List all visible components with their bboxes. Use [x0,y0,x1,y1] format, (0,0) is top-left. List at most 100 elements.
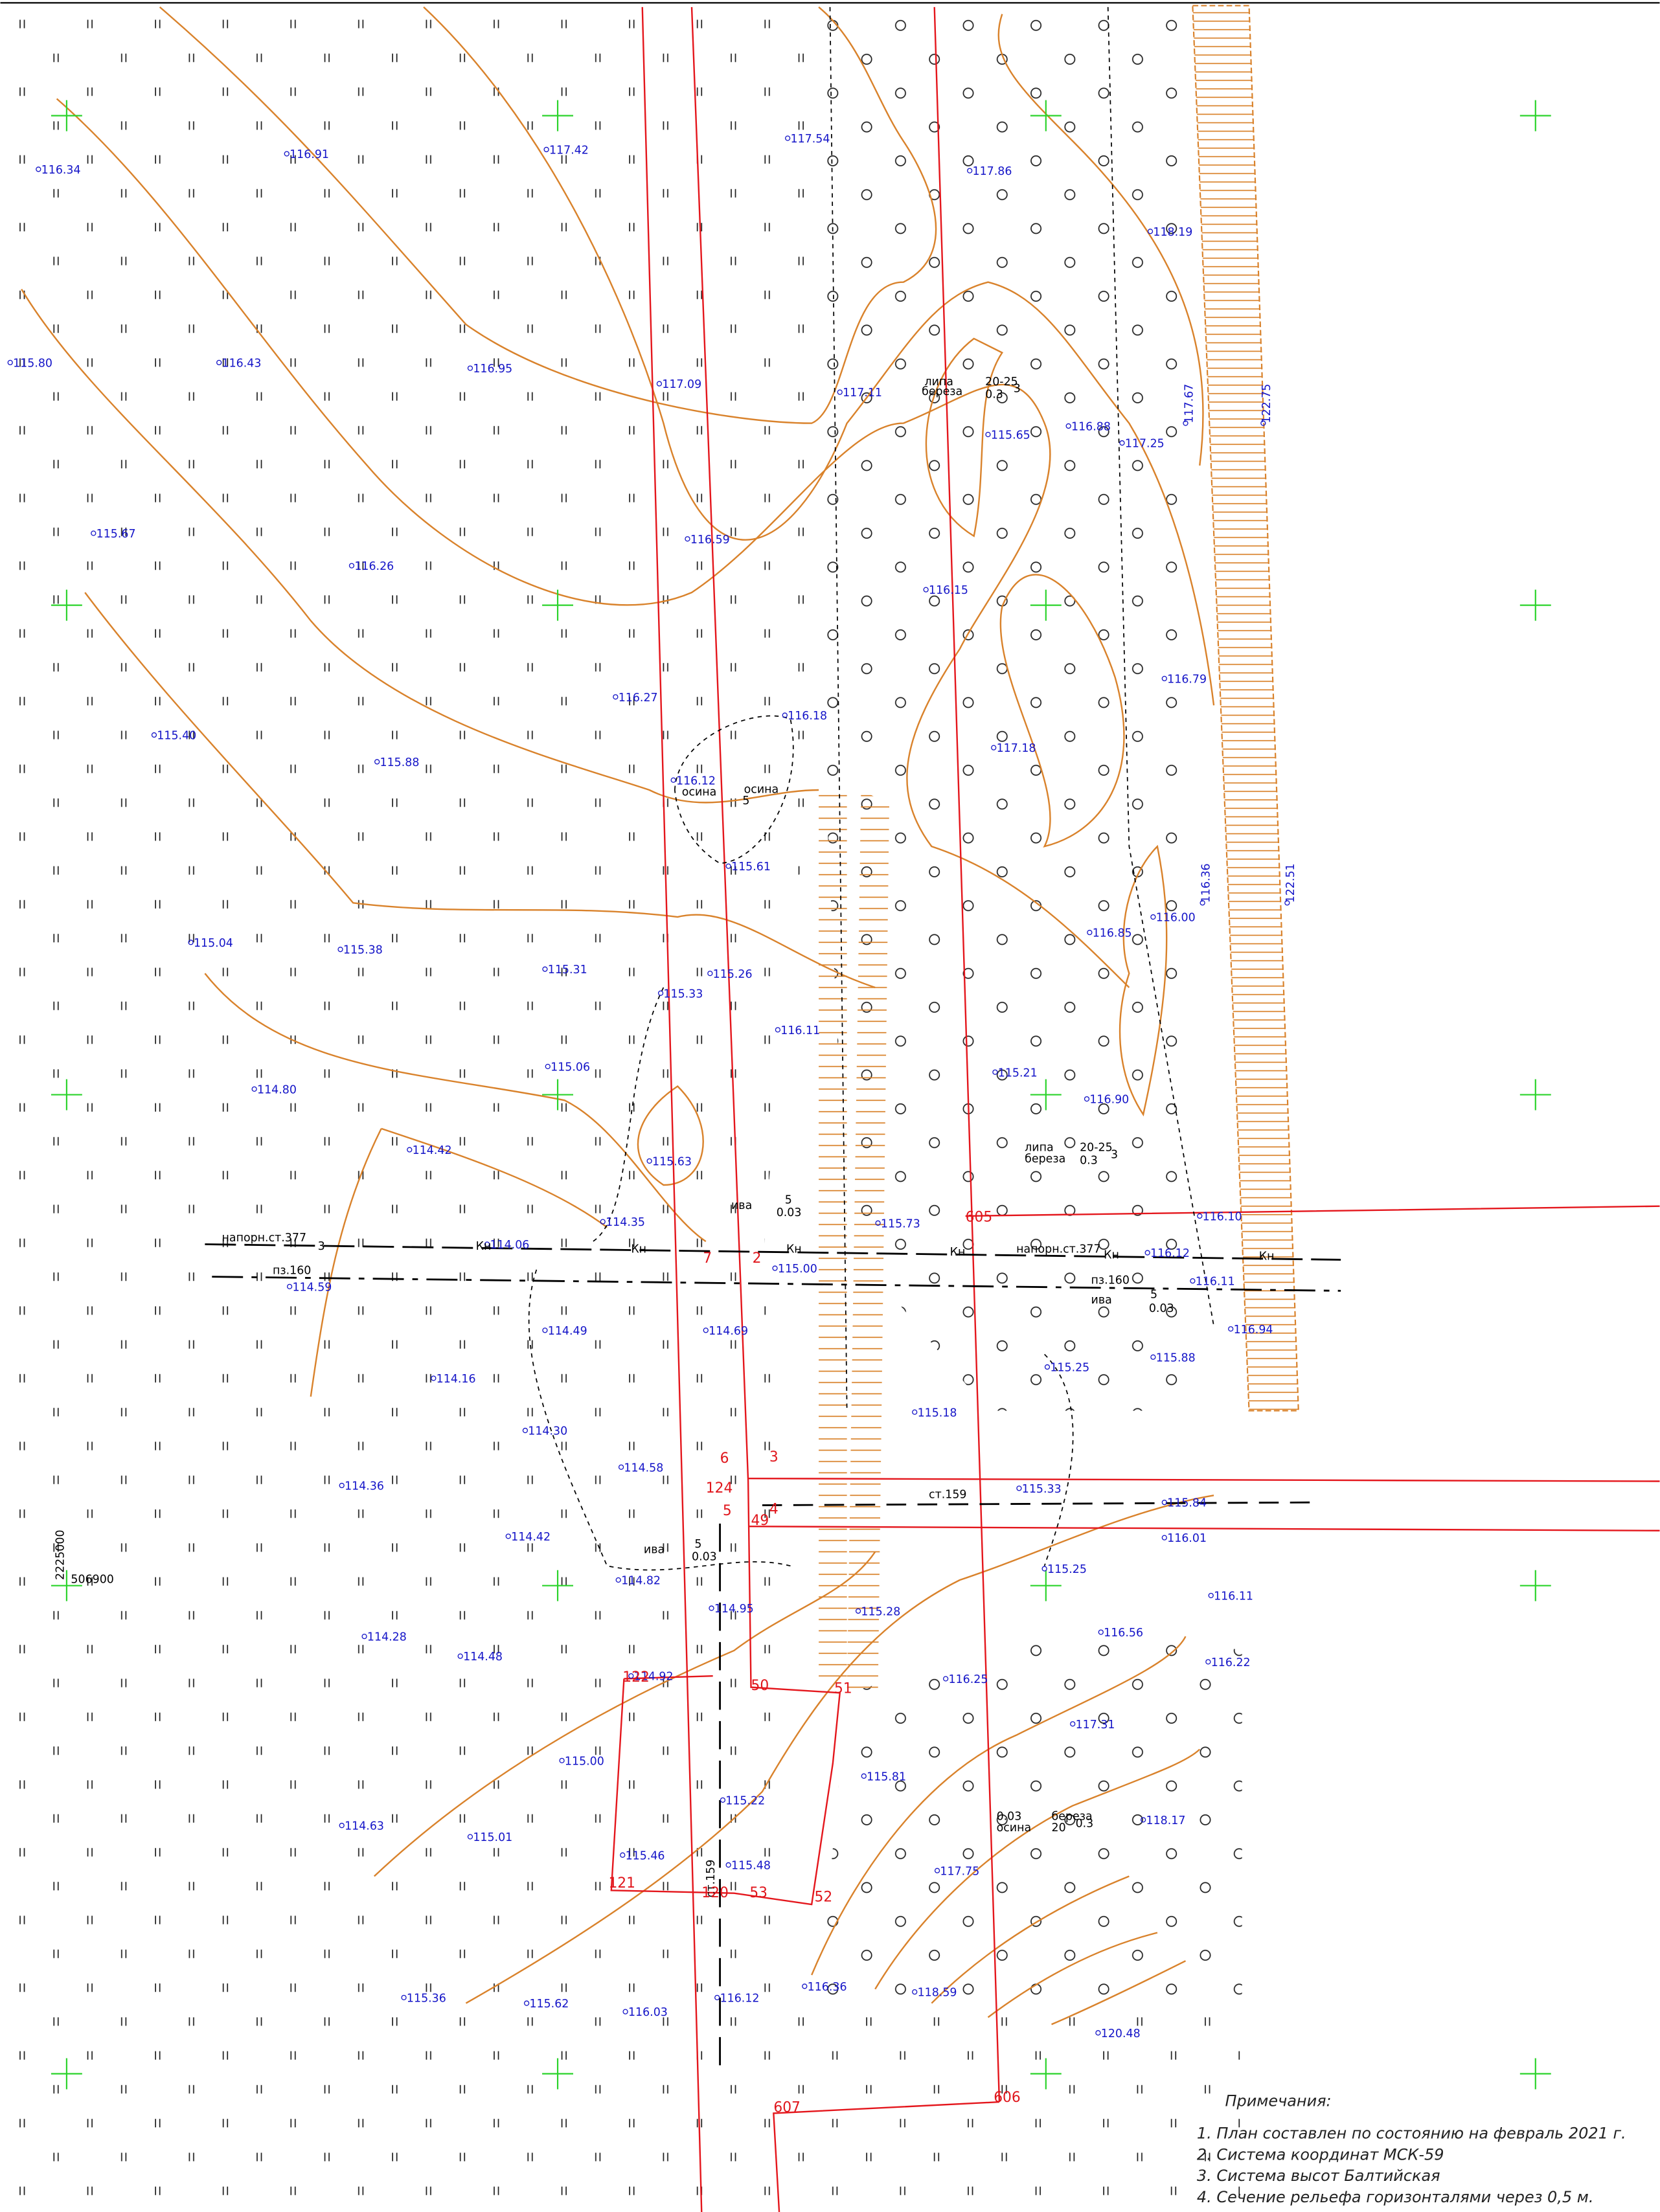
spot-marker [1144,1250,1150,1256]
spot-marker [646,1158,652,1164]
spot-height: 116.94 [1234,1324,1273,1337]
parcel-point: 120 [701,1885,729,1901]
spot-height: 115.04 [194,937,233,950]
spot-marker [1141,1817,1146,1823]
spot-marker [1161,675,1167,682]
parcel-point: 121 [608,1875,635,1891]
spot-marker [861,1773,867,1779]
spot-height: 116.10 [1203,1210,1242,1223]
grid-cross [1030,589,1062,621]
spot-height: 116.88 [1071,420,1111,433]
spot-marker [1095,2030,1101,2036]
grid-cross [542,589,573,621]
parcel-point: 6 [720,1450,729,1467]
spot-marker [1087,929,1093,936]
parcel-point: 49 [751,1513,769,1529]
spot-height: 116.03 [628,2006,668,2019]
spot-height: 115.21 [998,1066,1038,1079]
spot-height: 115.62 [529,1998,569,2011]
spot-marker [251,1086,257,1092]
feature-label: 20-25 [985,376,1018,389]
forest [819,1622,1242,2003]
spot-height: 114.49 [548,1325,587,1338]
spot-marker [725,1862,731,1868]
spot-height: 115.25 [1047,1563,1087,1576]
spot-marker [484,1241,490,1247]
embankment [1192,5,1299,1412]
spot-marker [151,732,157,738]
spot-marker [628,1673,634,1679]
spot-height: 115.33 [1022,1483,1062,1496]
spot-marker [855,1608,861,1614]
grid-cross [542,1079,573,1111]
spot-marker [782,712,788,718]
grid-cross [51,589,82,621]
spot-height: 114.63 [345,1820,384,1833]
spot-marker [1161,1500,1167,1506]
spot-marker [1190,1278,1196,1284]
spot-height: 116.18 [788,710,827,723]
parcel-point: 605 [966,1210,993,1226]
spot-marker [1098,1629,1104,1635]
spot-marker [1041,1566,1047,1572]
parcel-point: 51 [834,1680,852,1697]
parcel-point: 52 [815,1890,833,1906]
spot-height: 115.06 [551,1061,590,1074]
spot-marker [523,2000,530,2006]
spot-height: 114.58 [624,1462,663,1474]
utility-lines [205,6,1341,2074]
spot-height: 115.26 [713,968,753,981]
spot-marker [772,1265,778,1271]
spot-marker [991,745,997,751]
spot-marker [339,1822,345,1829]
feature-label: 5 [742,795,749,807]
spot-marker [620,1852,626,1858]
slope [819,790,847,1679]
spot-height: 116.12 [720,1992,760,2005]
parcel-point: 124 [706,1480,733,1496]
spot-marker [709,1605,714,1611]
spot-height: 114.95 [714,1603,754,1616]
spot-marker [923,587,929,592]
grid-cross [1519,2058,1551,2090]
spot-height: 115.67 [97,528,136,541]
grid-cross [1030,1570,1062,1601]
spot-height: 117.11 [843,387,882,400]
note-item: 2. Система координат МСК-59 [1197,2145,1444,2163]
note-item: 1. План составлен по состоянию на феврал… [1197,2125,1626,2143]
meadow [0,0,1242,2212]
spot-height: 116.85 [1093,927,1132,940]
spot-height: 115.84 [1167,1497,1207,1510]
contours [21,6,1215,2026]
feature-label: береза [922,385,962,398]
spot-height: 117.42 [549,144,589,157]
spot-height: 118.17 [1146,1814,1186,1827]
grid-cross [1030,100,1062,131]
parcel-point: 7 [703,1250,712,1267]
spot-marker [543,146,549,153]
spot-marker [1205,1659,1211,1665]
spot-marker [1183,420,1188,426]
spot-height: 116.59 [690,534,730,547]
feature-label: ст.159 [705,1860,718,1897]
spot-marker [714,1994,720,2000]
spot-marker [431,1375,437,1381]
spot-height: 114.92 [634,1671,674,1684]
spot-marker [775,1027,781,1033]
spot-height: 115.18 [918,1406,957,1419]
spot-height: 115.38 [343,944,383,957]
feature-label: Кн [1259,1250,1275,1263]
spot-marker [1147,229,1154,234]
grid-coordinate: 2225000 [54,1529,67,1580]
feature-label: 0.3 [985,388,1003,401]
spot-marker [1208,1592,1214,1599]
spot-marker [1150,914,1156,920]
spot-height: 116.34 [41,164,81,177]
feature-label: осина [997,1822,1032,1834]
spot-height: 116.22 [1211,1656,1251,1669]
spot-marker [685,536,690,542]
spot-marker [457,1653,463,1659]
parcel-point: 4 [769,1502,779,1518]
spot-height: 117.86 [973,165,1012,178]
parcel-point: 5 [723,1503,732,1519]
